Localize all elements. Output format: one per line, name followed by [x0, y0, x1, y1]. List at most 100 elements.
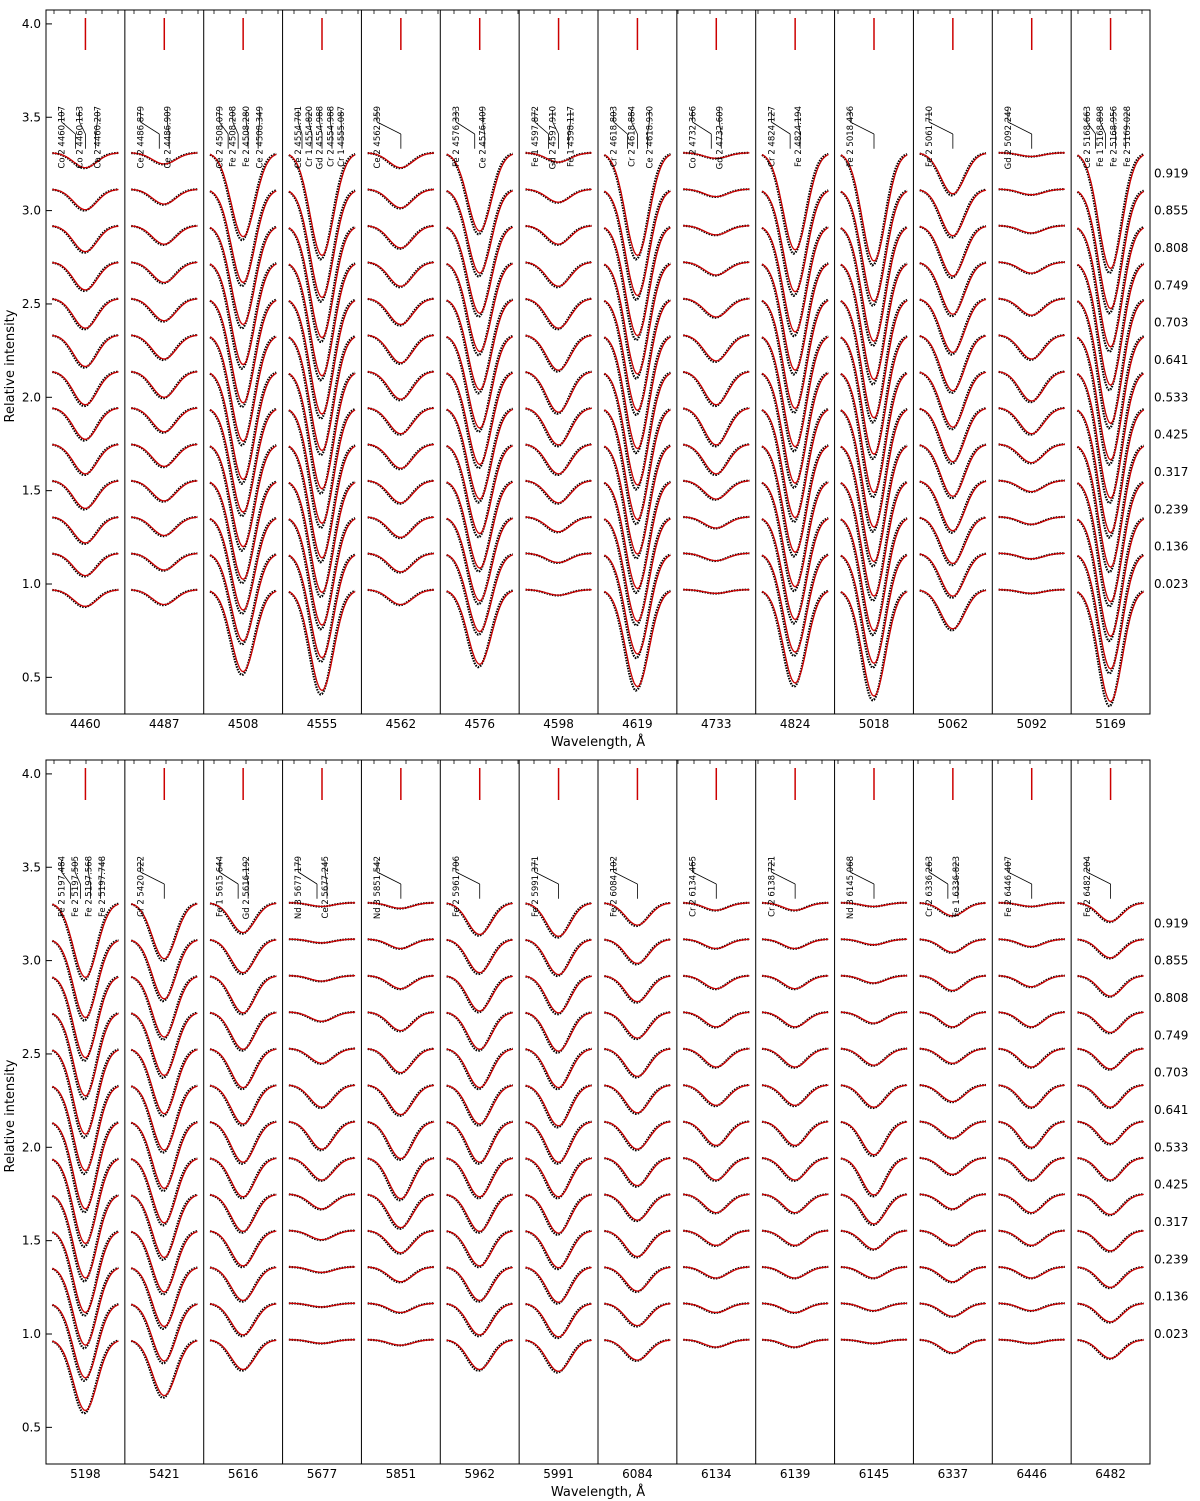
observed-profile: [446, 444, 514, 539]
model-profile: [1077, 554, 1145, 670]
model-profile: [998, 1339, 1065, 1344]
line-id-leader: [95, 121, 98, 135]
model-profile: [840, 482, 908, 597]
model-profile: [1077, 1230, 1144, 1252]
model-profile: [446, 1303, 513, 1336]
observed-profile: [919, 479, 987, 534]
line-id-leader: [257, 121, 260, 135]
observed-profile: [1076, 189, 1145, 315]
model-profile: [52, 407, 119, 440]
model-profile: [1077, 1302, 1144, 1323]
model-profile: [525, 371, 592, 413]
line-id-leader: [61, 121, 76, 135]
observed-profile: [209, 262, 277, 370]
observed-profile: [525, 1193, 592, 1236]
line-id-leader: [88, 871, 91, 885]
observed-profile: [209, 1120, 277, 1165]
model-profile: [525, 1121, 592, 1163]
observed-profile: [603, 262, 671, 380]
model-profile: [525, 1048, 592, 1089]
observed-profile: [761, 152, 829, 255]
model-profile: [919, 517, 987, 565]
wavelength-tick-label: 4576: [464, 717, 495, 731]
model-profile: [604, 1230, 671, 1258]
observed-profile: [1076, 262, 1145, 392]
line-identification-label: Ce 2 5677.245: [321, 856, 331, 919]
line-id-leader: [61, 871, 71, 885]
line-identification-label: Fe 2 5961.706: [452, 856, 462, 917]
observed-profile: [446, 516, 514, 606]
observed-profile: [840, 189, 908, 307]
phase-label: 0.855: [1154, 954, 1188, 968]
model-profile: [1077, 1048, 1144, 1070]
model-profile: [603, 481, 671, 590]
line-identification-label: Ce 2 5168.663: [1083, 106, 1093, 169]
observed-profile: [446, 938, 514, 976]
observed-profile: [209, 152, 277, 242]
wavelength-tick-label: 5092: [1016, 717, 1047, 731]
observed-profile: [761, 480, 829, 593]
model-profile: [52, 371, 119, 406]
model-profile: [998, 552, 1065, 560]
model-profile: [1077, 902, 1144, 923]
observed-profile: [761, 517, 829, 625]
model-profile: [840, 300, 908, 419]
model-profile: [761, 1339, 829, 1348]
model-profile: [604, 1266, 671, 1292]
model-profile: [52, 1158, 119, 1245]
model-profile: [446, 517, 514, 602]
model-profile: [52, 1049, 119, 1135]
model-profile: [1077, 1193, 1144, 1216]
model-profile: [840, 938, 908, 946]
model-profile: [52, 903, 119, 979]
observed-profile: [525, 1302, 592, 1340]
observed-profile: [209, 589, 277, 677]
model-profile: [761, 554, 829, 653]
phase-label: 0.425: [1154, 1178, 1188, 1192]
model-profile: [919, 407, 987, 463]
model-profile: [130, 1121, 198, 1190]
phase-label: 0.808: [1154, 991, 1188, 1005]
y-tick-label: 3.5: [22, 860, 41, 874]
model-profile: [762, 902, 829, 911]
observed-profile: [446, 1120, 513, 1165]
observed-profile: [603, 225, 671, 342]
observed-profile: [525, 938, 592, 978]
observed-profile: [367, 370, 435, 402]
observed-profile: [446, 225, 514, 318]
panel-4508: 4508 Ce 2 4508.079 Fe 2 4508.208 Fe 2 4508.…: [203, 10, 277, 731]
model-profile: [761, 1193, 829, 1214]
model-profile: [130, 903, 198, 960]
x-axis-title: Wavelength, Å: [551, 734, 645, 750]
observed-profile: [998, 370, 1065, 404]
model-profile: [761, 938, 829, 950]
model-profile: [1077, 1266, 1144, 1288]
model-profile: [604, 1121, 671, 1150]
model-profile: [761, 1302, 829, 1314]
model-profile: [209, 263, 277, 366]
model-profile: [998, 938, 1065, 948]
line-identification-label: Cr 2 6134.465: [688, 856, 698, 917]
wavelength-tick-label: 6482: [1095, 1467, 1126, 1481]
observed-profile: [130, 1011, 198, 1080]
model-profile: [209, 1266, 277, 1302]
model-profile: [761, 518, 829, 621]
line-id-leader: [297, 871, 318, 885]
model-profile: [288, 227, 356, 339]
model-profile: [840, 263, 908, 381]
model-profile: [998, 407, 1065, 435]
panel-5018: 5018 Fe 2 5018.436: [834, 10, 908, 731]
line-identification-label: Ce 2 4508.079: [215, 106, 225, 169]
model-profile: [367, 298, 435, 326]
model-profile: [1077, 336, 1145, 461]
phase-label: 0.641: [1154, 353, 1188, 367]
observed-profile: [840, 1120, 908, 1158]
model-profile: [131, 298, 198, 322]
panel-4733: 4733 Co 2 4732.366 Gd 2 4732.609: [676, 10, 750, 731]
model-profile: [683, 902, 750, 911]
line-id-leader: [455, 121, 475, 135]
wavelength-tick-label: 5962: [464, 1467, 495, 1481]
model-profile: [446, 590, 514, 666]
panel-4576: 4576 Fe 2 4576.333 Ce 2 4576.409: [439, 10, 514, 731]
line-id-leader: [74, 871, 81, 885]
